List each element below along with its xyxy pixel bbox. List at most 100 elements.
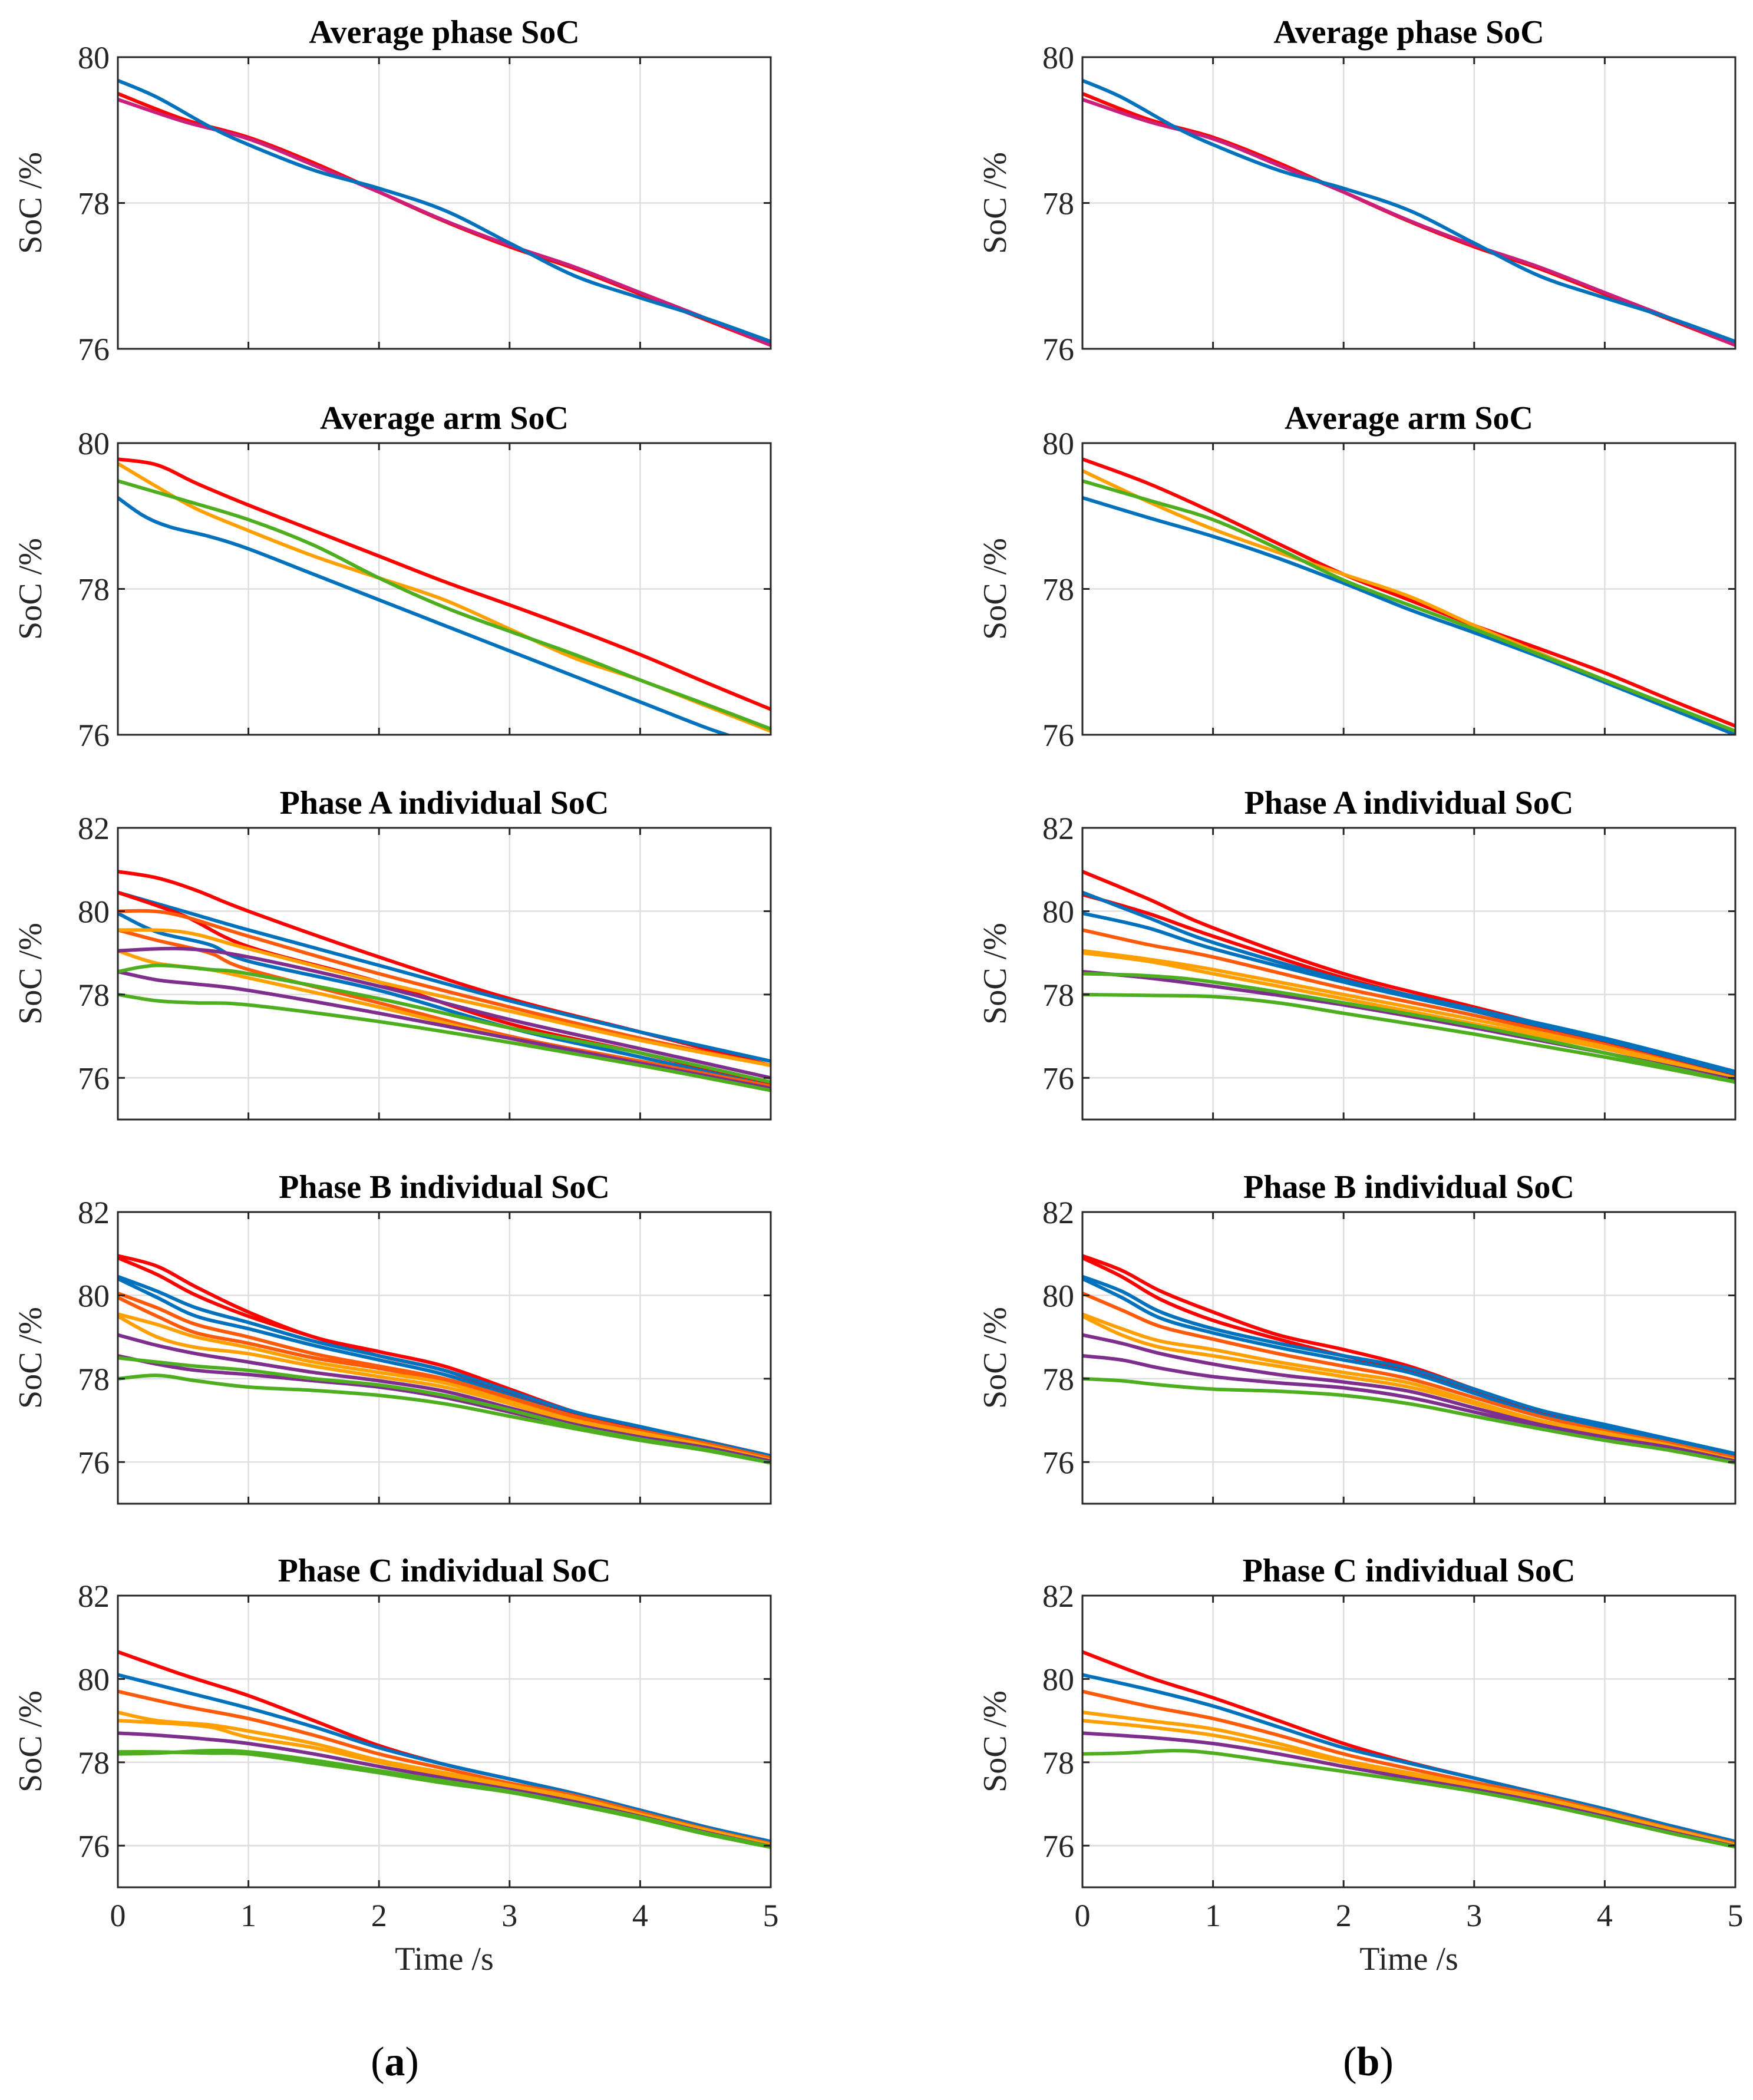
y-tick-label: 76 — [1042, 1445, 1074, 1480]
series-line-sm12 — [118, 1373, 771, 1465]
series-line-sm5 — [118, 909, 771, 1068]
y-tick-label: 82 — [1042, 1579, 1074, 1614]
plot-title: Average phase SoC — [1273, 14, 1544, 51]
y-tick-label: 82 — [78, 1579, 110, 1614]
x-tick-label: 2 — [1336, 1898, 1352, 1933]
axes-frame — [117, 1594, 772, 1888]
series-line-sm9 — [118, 946, 771, 1080]
y-tick-label: 76 — [1042, 1061, 1074, 1096]
subplot-b4: 76 78 80 82 Phase B individual SoC SoC /% — [977, 1169, 1737, 1505]
y-axis-label: SoC /% — [12, 152, 49, 254]
plot-title: Phase B individual SoC — [279, 1169, 610, 1206]
series-group — [1082, 78, 1735, 347]
y-tick-label: 80 — [78, 40, 110, 75]
y-tick-label: 82 — [78, 811, 110, 846]
subplot-grid: 76 78 80 Average phase SoC SoC /% 76 78 80 Avera… — [12, 14, 1744, 1977]
series-line-sm2 — [118, 890, 771, 1063]
series-group — [1082, 870, 1735, 1084]
series-line-sm7 — [118, 1312, 771, 1462]
y-tick-label: 76 — [78, 332, 110, 367]
caption-b: (b) — [1343, 2039, 1394, 2085]
y-tick-label: 78 — [1042, 572, 1074, 607]
y-tick-label: 76 — [1042, 718, 1074, 753]
plot-title: Phase A individual SoC — [1244, 785, 1574, 821]
y-tick-label: 80 — [1042, 1662, 1074, 1697]
axes-frame — [117, 1211, 772, 1505]
series-line-sm4 — [1082, 1277, 1735, 1458]
y-tick-label: 78 — [78, 186, 110, 222]
series-group — [1082, 1650, 1735, 1849]
series-group — [118, 457, 771, 735]
y-tick-label: 80 — [1042, 1278, 1074, 1313]
series-line-sm5 — [1082, 1291, 1735, 1460]
series-line-arm-1 — [118, 457, 771, 711]
plot-title: Average arm SoC — [320, 400, 569, 437]
y-axis-label: SoC /% — [12, 538, 49, 640]
x-tick-label: 1 — [1205, 1898, 1221, 1933]
series-line-sm11 — [118, 963, 771, 1084]
y-axis-label: SoC /% — [12, 1307, 49, 1409]
plot-title: Average phase SoC — [309, 14, 579, 51]
series-line-sm7 — [1082, 951, 1735, 1082]
series-line-sm8 — [118, 1750, 771, 1850]
subplot-a5: 76 78 80 82 0 1 2 3 4 5 Phase C individual SoC SoC … — [12, 1553, 779, 1977]
y-tick-label: 78 — [1042, 1745, 1074, 1781]
y-axis-label: SoC /% — [977, 923, 1013, 1025]
x-tick-label: 4 — [632, 1898, 648, 1933]
x-axis-label: Time /s — [1359, 1941, 1458, 1977]
y-tick-label: 76 — [1042, 1828, 1074, 1864]
y-tick-label: 80 — [78, 426, 110, 461]
series-line-phase-c — [1082, 78, 1735, 344]
x-tick-label: 3 — [1466, 1898, 1482, 1933]
axes-frame — [1081, 827, 1737, 1121]
x-axis-label: Time /s — [395, 1941, 494, 1977]
subplot-b1: 76 78 80 Average phase SoC SoC /% — [977, 14, 1737, 367]
y-tick-label: 80 — [78, 1278, 110, 1313]
series-group — [1082, 1254, 1735, 1465]
series-line-sm1 — [118, 1254, 771, 1458]
x-tick-label: 0 — [1075, 1898, 1091, 1933]
y-axis-label: SoC /% — [977, 152, 1013, 254]
series-line-sm9 — [1082, 972, 1735, 1084]
series-line-sm8 — [118, 1314, 771, 1462]
y-tick-label: 80 — [78, 1662, 110, 1697]
series-line-phase-b — [118, 97, 771, 347]
caption-a: (a) — [371, 2039, 419, 2085]
series-line-phase-c — [118, 78, 771, 344]
y-tick-label: 78 — [1042, 978, 1074, 1013]
series-group — [118, 1254, 771, 1465]
series-line-sm7 — [118, 928, 771, 1068]
series-line-sm12 — [118, 992, 771, 1092]
series-line-sm7 — [1082, 1314, 1735, 1462]
y-axis-label: SoC /% — [12, 1690, 49, 1792]
y-tick-label: 76 — [1042, 332, 1074, 367]
series-line-sm4 — [1082, 912, 1735, 1076]
axes-frame — [1081, 1594, 1737, 1888]
series-line-phase-b — [1082, 97, 1735, 347]
series-line-arm-1 — [1082, 457, 1735, 728]
y-tick-label: 78 — [78, 1362, 110, 1397]
subplot-a3: 76 78 80 82 Phase A individual SoC SoC /% — [12, 785, 772, 1121]
subplot-b3: 76 78 80 82 Phase A individual SoC SoC /% — [977, 785, 1737, 1121]
series-line-sm3 — [118, 1274, 771, 1458]
y-tick-label: 82 — [1042, 811, 1074, 846]
y-axis-label: SoC /% — [977, 538, 1013, 640]
x-tick-label: 5 — [1728, 1898, 1744, 1933]
series-line-sm6 — [1082, 949, 1735, 1080]
subplot-a1: 76 78 80 Average phase SoC SoC /% — [12, 14, 772, 367]
plot-area — [118, 828, 771, 1120]
y-axis-label: SoC /% — [977, 1690, 1013, 1792]
x-tick-label: 1 — [240, 1898, 256, 1933]
y-tick-label: 80 — [1042, 426, 1074, 461]
series-line-sm5 — [1082, 1719, 1735, 1848]
x-tick-label: 3 — [501, 1898, 517, 1933]
series-line-sm6 — [1082, 1312, 1735, 1462]
y-tick-label: 76 — [78, 1445, 110, 1480]
axes-frame — [1081, 1211, 1737, 1505]
x-tick-label: 0 — [110, 1898, 126, 1933]
plot-area — [1082, 828, 1735, 1120]
series-group — [118, 870, 771, 1092]
series-line-sm8 — [1082, 1333, 1735, 1463]
subplot-b2: 76 78 80 Average arm SoC SoC /% — [977, 400, 1737, 753]
y-axis-label: SoC /% — [977, 1307, 1013, 1409]
